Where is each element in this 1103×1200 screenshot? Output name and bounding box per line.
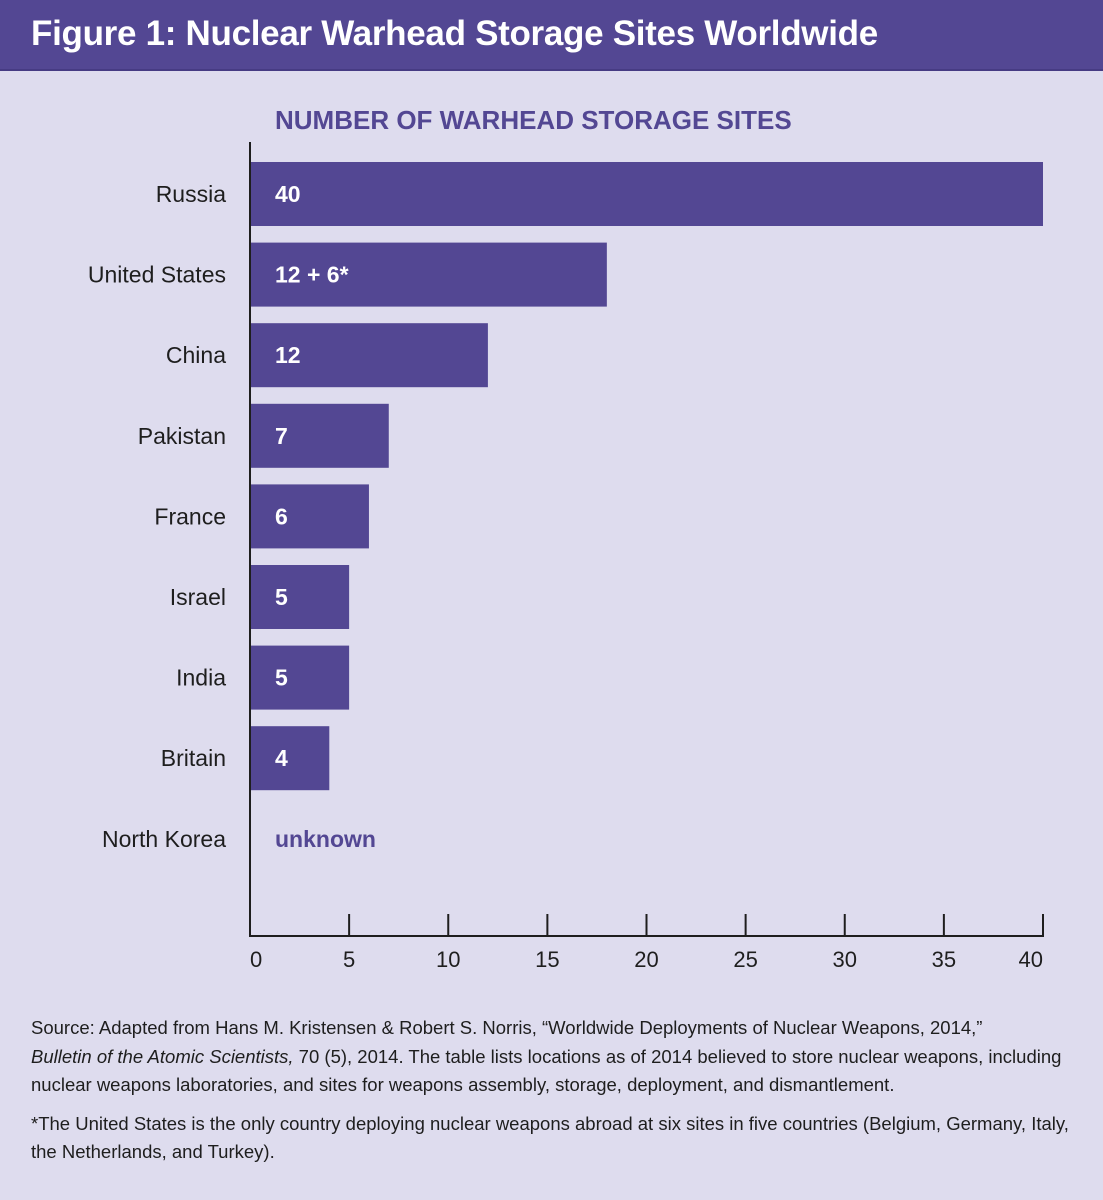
category-label: Pakistan bbox=[138, 423, 226, 449]
x-tick-label: 10 bbox=[436, 947, 460, 972]
x-tick-label: 30 bbox=[833, 947, 857, 972]
footnote: *The United States is the only country d… bbox=[31, 1112, 1069, 1163]
data-label: 12 + 6* bbox=[275, 262, 349, 288]
data-label: 5 bbox=[275, 584, 288, 610]
bar bbox=[251, 162, 1043, 226]
x-tick-label: 25 bbox=[733, 947, 757, 972]
category-label: Britain bbox=[161, 745, 226, 771]
data-label: 7 bbox=[275, 423, 288, 449]
x-tick-label: 15 bbox=[535, 947, 559, 972]
category-label: Israel bbox=[170, 584, 226, 610]
bar bbox=[251, 242, 607, 307]
category-label: United States bbox=[88, 262, 226, 288]
x-tick-label: 0 bbox=[250, 947, 262, 972]
bar bbox=[251, 403, 389, 468]
category-label: France bbox=[154, 503, 226, 529]
figure-header: Figure 1: Nuclear Warhead Storage Sites … bbox=[0, 0, 1103, 71]
figure-footer: Source: Adapted from Hans M. Kristensen … bbox=[31, 1014, 1076, 1177]
data-label: 12 bbox=[275, 342, 301, 368]
bar bbox=[251, 726, 330, 791]
bar bbox=[251, 565, 350, 629]
source-rest: 70 (5), 2014. The table lists locations … bbox=[31, 1045, 1062, 1096]
x-tick-label: 40 bbox=[1019, 947, 1043, 972]
data-label: 5 bbox=[275, 665, 288, 691]
chart-title: NUMBER OF WARHEAD STORAGE SITES bbox=[275, 105, 792, 135]
x-tick-label: 35 bbox=[932, 947, 956, 972]
bar bbox=[251, 484, 369, 549]
data-label: unknown bbox=[275, 826, 376, 852]
x-tick-label: 5 bbox=[343, 947, 355, 972]
category-label: Russia bbox=[156, 181, 227, 207]
category-label: China bbox=[166, 342, 226, 368]
category-label: North Korea bbox=[102, 826, 226, 852]
bar bbox=[251, 645, 350, 710]
x-tick-label: 20 bbox=[634, 947, 658, 972]
data-label: 6 bbox=[275, 503, 288, 529]
figure-title: Figure 1: Nuclear Warhead Storage Sites … bbox=[31, 14, 878, 53]
category-label: India bbox=[176, 665, 226, 691]
source-note: Source: Adapted from Hans M. Kristensen … bbox=[31, 1014, 1076, 1100]
data-label: 40 bbox=[275, 181, 301, 207]
source-lead: Source: Adapted from Hans M. Kristensen … bbox=[31, 1017, 983, 1038]
bar-chart: NUMBER OF WARHEAD STORAGE SITES 0 5 10 15 20 2… bbox=[88, 105, 1044, 972]
bar bbox=[251, 323, 488, 388]
data-label: 4 bbox=[275, 745, 288, 771]
source-journal: Bulletin of the Atomic Scientists, bbox=[31, 1045, 294, 1067]
